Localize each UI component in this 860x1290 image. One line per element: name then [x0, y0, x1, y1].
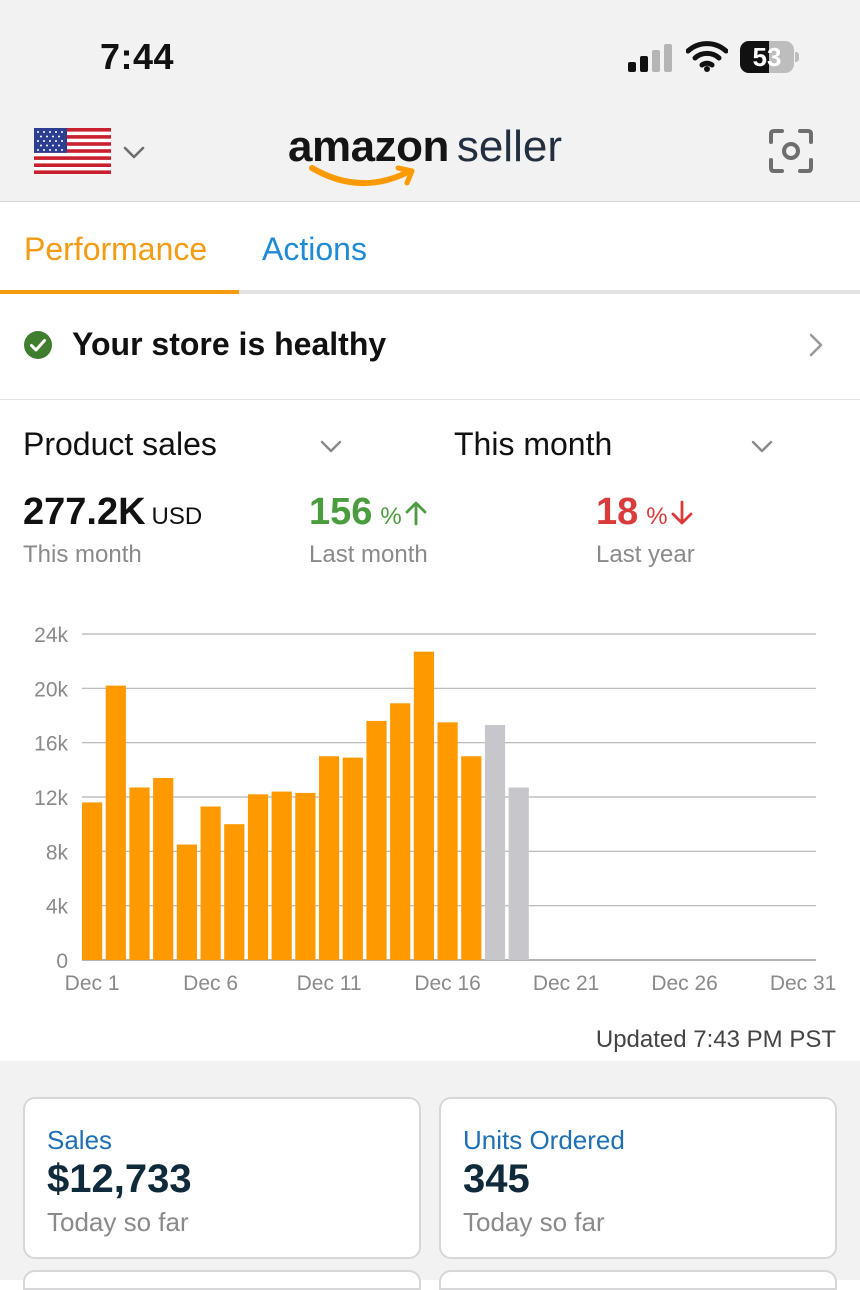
kpi-last-month-percent-sign: %	[380, 503, 402, 530]
metric-dropdown-value: Product sales	[23, 426, 217, 462]
bar	[153, 777, 174, 960]
kpi-last-year-caption: Last year	[596, 541, 695, 568]
bar	[366, 720, 387, 960]
kpi-total-value: 277.2K	[23, 491, 146, 533]
scan-icon[interactable]	[768, 128, 814, 174]
bar	[413, 651, 434, 960]
y-tick-label: 8k	[46, 841, 69, 864]
battery-level-fill	[740, 41, 769, 73]
y-tick-label: 4k	[46, 896, 69, 919]
kpi-total-sales: 277.2K USD This month	[23, 490, 202, 569]
chevron-down-icon	[320, 440, 342, 453]
check-circle-icon	[24, 331, 52, 359]
amazon-seller-logo: amazon seller	[288, 118, 578, 188]
x-tick-label: Dec 6	[183, 972, 238, 995]
bar	[390, 703, 411, 960]
chart-canvas: 0 4k 8k 12k 16k 20k 24k Dec 1 Dec 6 Dec 11 Dec 16 D…	[34, 624, 837, 995]
kpi-total-caption: This month	[23, 541, 142, 568]
bar	[129, 787, 150, 960]
bar	[461, 756, 482, 960]
kpi-last-year-percent-sign: %	[646, 503, 668, 530]
chevron-right-icon	[809, 333, 823, 357]
bar	[82, 802, 103, 960]
y-tick-label: 0	[56, 950, 68, 973]
store-health-text: Your store is healthy	[72, 326, 387, 362]
next-card-peek	[439, 1270, 837, 1290]
x-tick-label: Dec 11	[297, 972, 362, 995]
next-card-peek	[23, 1270, 421, 1290]
units-ordered-card[interactable]: Units Ordered 345 Today so far	[439, 1097, 837, 1259]
country-selector-button[interactable]	[34, 128, 146, 176]
kpi-last-month-value: 156	[309, 491, 373, 533]
bar	[437, 722, 458, 960]
bar	[200, 806, 221, 960]
units-card-subtitle: Today so far	[463, 1207, 605, 1237]
bar	[271, 791, 292, 960]
x-tick-label: Dec 16	[414, 972, 481, 995]
period-dropdown-value: This month	[454, 426, 613, 462]
active-tab-indicator	[0, 290, 239, 294]
x-tick-label: Dec 26	[651, 972, 718, 995]
bar-pending	[508, 787, 529, 960]
bar	[342, 757, 363, 960]
x-tick-label: Dec 21	[533, 972, 600, 995]
logo-amazon-text: amazon	[288, 122, 449, 171]
status-time: 7:44	[100, 36, 175, 77]
wifi-icon	[686, 41, 728, 72]
chevron-down-icon	[751, 440, 773, 453]
bar-pending	[484, 725, 506, 960]
tab-bar: Performance Actions	[0, 202, 860, 294]
bar	[224, 824, 245, 960]
battery-percent: 53	[752, 42, 782, 72]
x-tick-label: Dec 31	[770, 972, 837, 995]
units-card-value: 345	[463, 1157, 530, 1201]
kpi-last-month-caption: Last month	[309, 541, 428, 568]
bar	[295, 792, 316, 960]
summary-cards-section: Sales $12,733 Today so far Units Ordered…	[0, 1061, 860, 1290]
sales-bar-chart: 0 4k 8k 12k 16k 20k 24k Dec 1 Dec 6 Dec 11 Dec 16 D…	[0, 612, 860, 1002]
bar	[319, 756, 340, 960]
sales-card[interactable]: Sales $12,733 Today so far	[23, 1097, 421, 1259]
kpi-last-year-value: 18	[596, 491, 639, 533]
app-header: 7:44 53	[0, 0, 860, 202]
kpi-total-unit: USD	[151, 503, 203, 530]
logo-seller-text: seller	[456, 122, 562, 171]
period-dropdown[interactable]: This month	[454, 424, 784, 468]
sales-card-title: Sales	[47, 1125, 113, 1155]
kpi-vs-last-month: 156% Last month	[309, 490, 428, 569]
bar	[247, 794, 269, 960]
store-health-row[interactable]: Your store is healthy	[0, 294, 860, 400]
updated-timestamp: Updated 7:43 PM PST	[595, 1026, 836, 1053]
metric-dropdown[interactable]: Product sales	[23, 424, 353, 468]
bar	[105, 685, 126, 960]
arrow-up-icon	[405, 501, 427, 526]
us-flag-icon	[34, 128, 111, 174]
arrow-down-icon	[671, 500, 693, 525]
bar	[176, 844, 197, 960]
x-tick-label: Dec 1	[65, 972, 120, 995]
cellular-signal-icon	[628, 44, 672, 72]
sales-card-subtitle: Today so far	[47, 1207, 189, 1237]
units-card-title: Units Ordered	[463, 1125, 625, 1155]
kpi-vs-last-year: 18% Last year	[596, 490, 695, 569]
battery-icon: 53	[740, 41, 799, 73]
tab-performance[interactable]: Performance	[24, 231, 208, 267]
chevron-down-icon	[123, 146, 145, 159]
y-tick-label: 16k	[34, 733, 68, 756]
y-tick-label: 20k	[34, 678, 68, 701]
amazon-smile-icon	[309, 165, 415, 187]
y-tick-label: 12k	[34, 787, 68, 810]
sales-card-value: $12,733	[47, 1157, 192, 1201]
y-tick-label: 24k	[34, 624, 68, 647]
tab-actions[interactable]: Actions	[262, 231, 367, 267]
